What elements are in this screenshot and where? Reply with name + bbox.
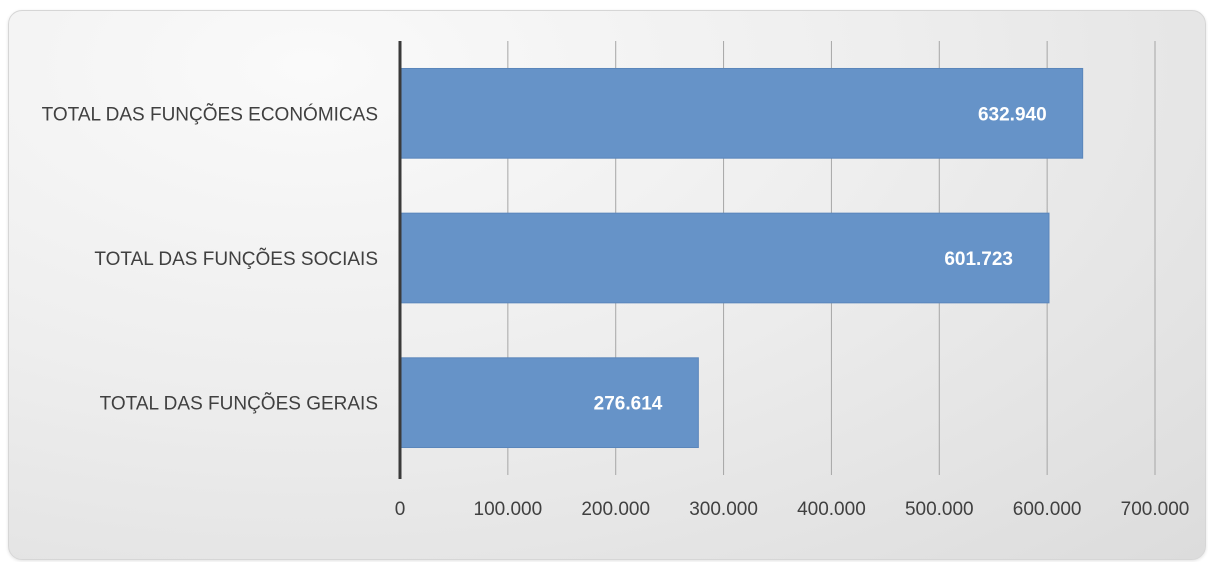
x-tick-label: 300.000 [689,499,758,520]
x-tick-label: 400.000 [797,499,866,520]
x-tick-label: 100.000 [474,499,543,520]
bar [399,67,1084,159]
x-tick-label: 200.000 [581,499,650,520]
category-label: TOTAL DAS FUNÇÕES SOCIAIS [94,248,378,270]
bars [399,67,1084,449]
bar [399,212,1050,304]
data-label: 601.723 [944,249,1013,270]
category-label: TOTAL DAS FUNÇÕES GERAIS [100,393,378,415]
bar [399,357,699,449]
bar-chart: 0 100.000 200.000 300.000 400.000 500.000 600.… [42,41,1190,520]
category-label: TOTAL DAS FUNÇÕES ECONÓMICAS [42,103,378,125]
data-label: 276.614 [594,394,663,415]
x-tick-label: 500.000 [905,499,974,520]
chart-frame: 0 100.000 200.000 300.000 400.000 500.000 600.… [8,10,1206,560]
x-tick-label: 700.000 [1121,499,1190,520]
x-tick-label: 0 [395,499,406,520]
x-tick-label: 600.000 [1013,499,1082,520]
data-label: 632.940 [978,104,1047,125]
labels: 0 100.000 200.000 300.000 400.000 500.000 600.… [42,103,1190,520]
